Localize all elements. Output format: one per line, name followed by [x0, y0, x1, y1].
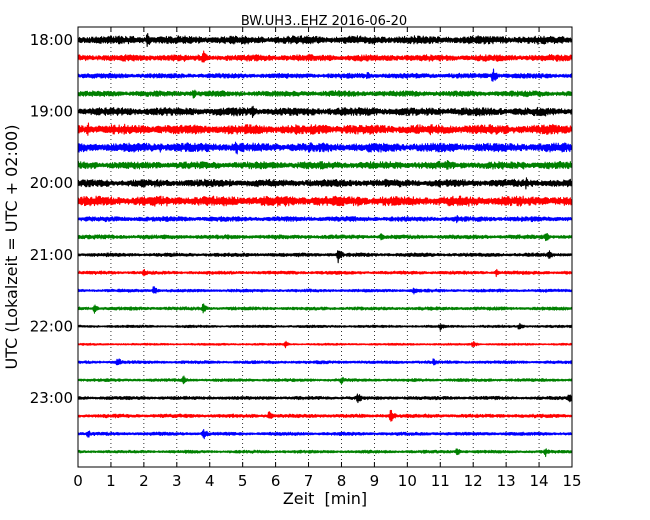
trace-1830 — [77, 68, 573, 82]
trace-1900 — [77, 105, 573, 118]
trace-2245 — [77, 375, 573, 385]
trace-2100 — [77, 250, 573, 264]
trace-1930 — [77, 141, 573, 155]
x-tick-label-11: 11 — [431, 472, 450, 490]
x-tick-label-12: 12 — [464, 472, 483, 490]
x-tick-label-8: 8 — [337, 472, 347, 490]
chart-title: BW.UH3..EHZ 2016-06-20 — [241, 14, 407, 29]
trace-1915 — [77, 122, 573, 136]
y-tick-label-2000: 20:00 — [30, 174, 73, 192]
trace-2130 — [77, 286, 573, 295]
y-tick-label-2100: 21:00 — [30, 246, 73, 264]
x-tick-label-14: 14 — [530, 472, 549, 490]
trace-2345 — [77, 448, 573, 458]
x-tick-label-13: 13 — [497, 472, 516, 490]
y-tick-label-2200: 22:00 — [30, 317, 73, 335]
x-tick-label-0: 0 — [73, 472, 83, 490]
trace-2145 — [77, 303, 573, 314]
x-tick-label-4: 4 — [205, 472, 215, 490]
trace-2230 — [77, 358, 573, 366]
trace-2300 — [77, 393, 573, 404]
trace-2330 — [77, 428, 573, 440]
y-axis-label: UTC (Lokalzeit = UTC + 02:00) — [2, 125, 21, 370]
x-axis-label: Zeit [min] — [283, 489, 367, 508]
x-tick-label-1: 1 — [106, 472, 116, 490]
vertical-grid-lines — [110, 27, 540, 467]
y-tick-label-1800: 18:00 — [30, 31, 73, 49]
trace-1845 — [77, 89, 573, 99]
x-tick-label-5: 5 — [238, 472, 248, 490]
plot-frame — [77, 26, 573, 468]
x-axis-ticks: 0 1 2 3 4 5 6 7 8 9 10 11 12 13 14 15 — [73, 27, 582, 490]
x-tick-label-9: 9 — [370, 472, 380, 490]
trace-2015 — [77, 195, 573, 207]
trace-2215 — [77, 340, 573, 349]
x-tick-label-3: 3 — [172, 472, 182, 490]
trace-2000 — [77, 177, 573, 190]
x-tick-label-15: 15 — [562, 472, 581, 490]
trace-1815 — [77, 50, 573, 63]
trace-2315 — [77, 409, 573, 422]
x-tick-label-7: 7 — [304, 472, 314, 490]
trace-2115 — [77, 268, 573, 278]
seismogram-traces — [77, 33, 573, 458]
x-tick-label-2: 2 — [139, 472, 149, 490]
trace-2200 — [77, 322, 573, 331]
y-axis-ticks: 18:00 19:00 20:00 21:00 22:00 23:00 — [30, 31, 572, 407]
trace-1945 — [77, 159, 573, 170]
trace-2045 — [77, 232, 573, 242]
trace-1800 — [77, 33, 573, 47]
y-tick-label-1900: 19:00 — [30, 103, 73, 121]
x-tick-label-10: 10 — [398, 472, 417, 490]
y-tick-label-2300: 23:00 — [30, 389, 73, 407]
trace-2030 — [77, 214, 573, 224]
x-tick-label-6: 6 — [271, 472, 281, 490]
